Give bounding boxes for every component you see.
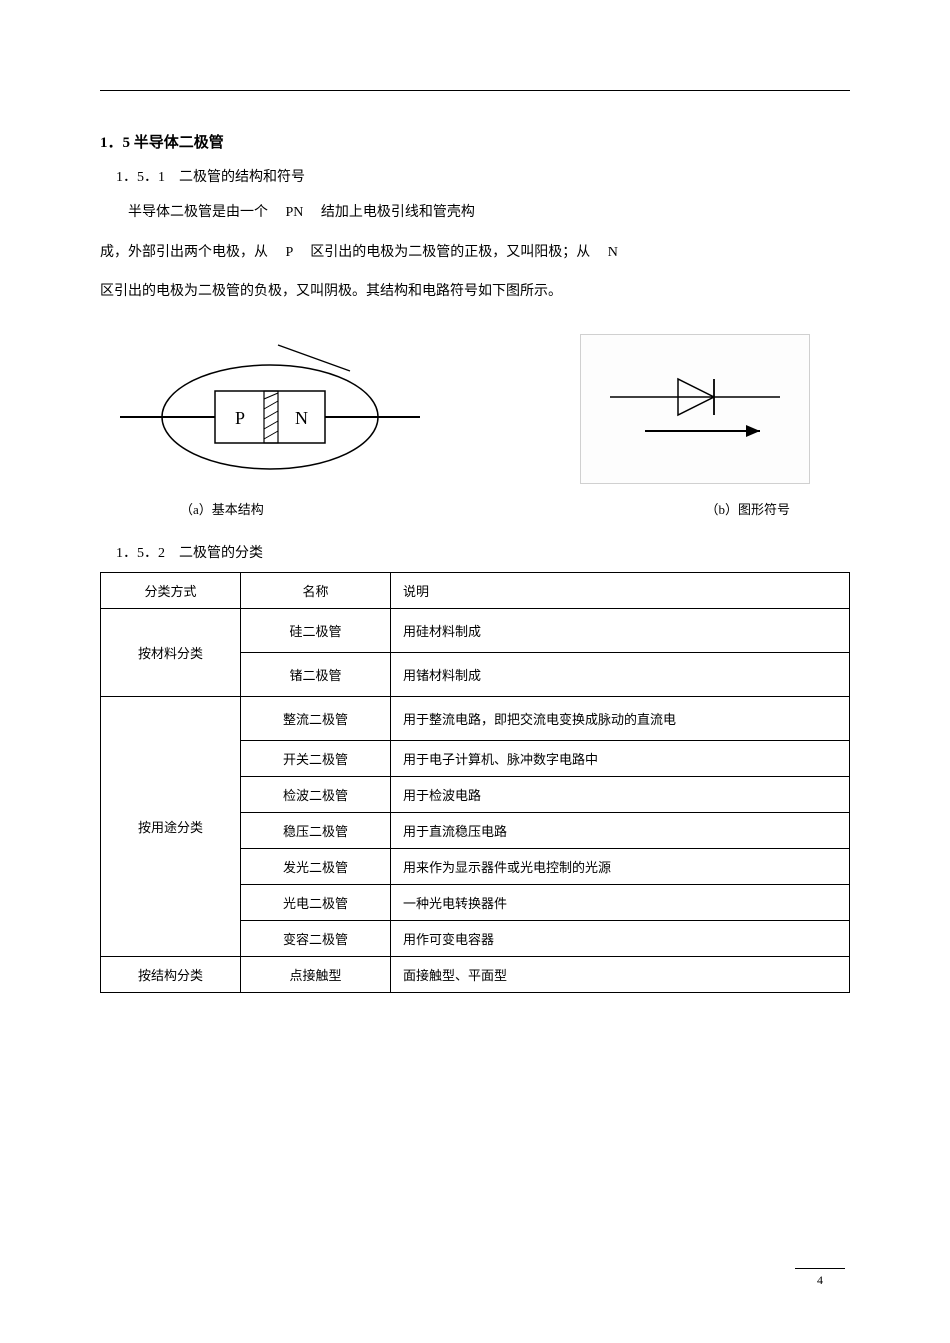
figure-structure: P N bbox=[120, 329, 420, 489]
para2-b: P bbox=[286, 245, 293, 260]
cell: 锗二极管 bbox=[241, 652, 391, 696]
page-number: 4 bbox=[795, 1268, 845, 1288]
table-row: 按用途分类 整流二极管 用于整流电路，即把交流电变换成脉动的直流电 bbox=[101, 696, 850, 740]
figures-row: P N bbox=[100, 329, 850, 489]
cell: 面接触型、平面型 bbox=[391, 956, 850, 992]
label-P: P bbox=[235, 408, 245, 428]
cell: 整流二极管 bbox=[241, 696, 391, 740]
th-c3: 说明 bbox=[391, 572, 850, 608]
cell: 用于电子计算机、脉冲数字电路中 bbox=[391, 740, 850, 776]
para1-b: PN bbox=[286, 205, 304, 220]
para2-a: 成，外部引出两个电极，从 bbox=[100, 245, 282, 260]
cell: 用硅材料制成 bbox=[391, 608, 850, 652]
cell: 硅二极管 bbox=[241, 608, 391, 652]
paragraph-line-2: 成，外部引出两个电极，从 P 区引出的电极为二极管的正极，又叫阳极；从 N bbox=[100, 236, 850, 270]
cell: 用于检波电路 bbox=[391, 776, 850, 812]
cell-structure: 按结构分类 bbox=[101, 956, 241, 992]
cell: 用于直流稳压电路 bbox=[391, 812, 850, 848]
cell: 用于整流电路，即把交流电变换成脉动的直流电 bbox=[391, 696, 850, 740]
cell: 点接触型 bbox=[241, 956, 391, 992]
cell-material: 按材料分类 bbox=[101, 608, 241, 696]
cell: 稳压二极管 bbox=[241, 812, 391, 848]
th-c1: 分类方式 bbox=[101, 572, 241, 608]
table-header-row: 分类方式 名称 说明 bbox=[101, 572, 850, 608]
para1-c: 结加上电极引线和管壳构 bbox=[307, 205, 475, 220]
classification-table: 分类方式 名称 说明 按材料分类 硅二极管 用硅材料制成 锗二极管 用锗材料制成… bbox=[100, 572, 850, 993]
table-row: 按材料分类 硅二极管 用硅材料制成 bbox=[101, 608, 850, 652]
top-rule bbox=[100, 90, 850, 91]
figure-symbol bbox=[580, 334, 810, 484]
caption-left: （a）基本结构 bbox=[180, 499, 264, 518]
cell: 光电二极管 bbox=[241, 884, 391, 920]
paragraph-line-3: 区引出的电极为二极管的负极，又叫阴极。其结构和电路符号如下图所示。 bbox=[100, 275, 850, 309]
th-c2: 名称 bbox=[241, 572, 391, 608]
section-heading-1: 1．5 半导体二极管 bbox=[100, 131, 850, 152]
table-row: 按结构分类 点接触型 面接触型、平面型 bbox=[101, 956, 850, 992]
cell: 用作可变电容器 bbox=[391, 920, 850, 956]
cell: 一种光电转换器件 bbox=[391, 884, 850, 920]
cell: 用锗材料制成 bbox=[391, 652, 850, 696]
cell: 开关二极管 bbox=[241, 740, 391, 776]
cell: 变容二极管 bbox=[241, 920, 391, 956]
caption-right: （b）图形符号 bbox=[705, 499, 790, 518]
cell: 发光二极管 bbox=[241, 848, 391, 884]
para2-c: 区引出的电极为二极管的正极，又叫阳极；从 bbox=[296, 245, 604, 260]
label-N: N bbox=[295, 408, 308, 428]
section-heading-2: 1．5．1 二极管的结构和符号 bbox=[116, 166, 850, 186]
cell: 用来作为显示器件或光电控制的光源 bbox=[391, 848, 850, 884]
captions-row: （a）基本结构 （b）图形符号 bbox=[100, 499, 850, 518]
cell-usage: 按用途分类 bbox=[101, 696, 241, 956]
para2-d: N bbox=[608, 245, 618, 260]
page: 1．5 半导体二极管 1．5．1 二极管的结构和符号 半导体二极管是由一个 PN… bbox=[0, 0, 950, 1053]
paragraph-line-1: 半导体二极管是由一个 PN 结加上电极引线和管壳构 bbox=[100, 196, 850, 230]
para1-a: 半导体二极管是由一个 bbox=[128, 205, 282, 220]
table-title: 1．5．2 二极管的分类 bbox=[116, 542, 850, 562]
cell: 检波二极管 bbox=[241, 776, 391, 812]
